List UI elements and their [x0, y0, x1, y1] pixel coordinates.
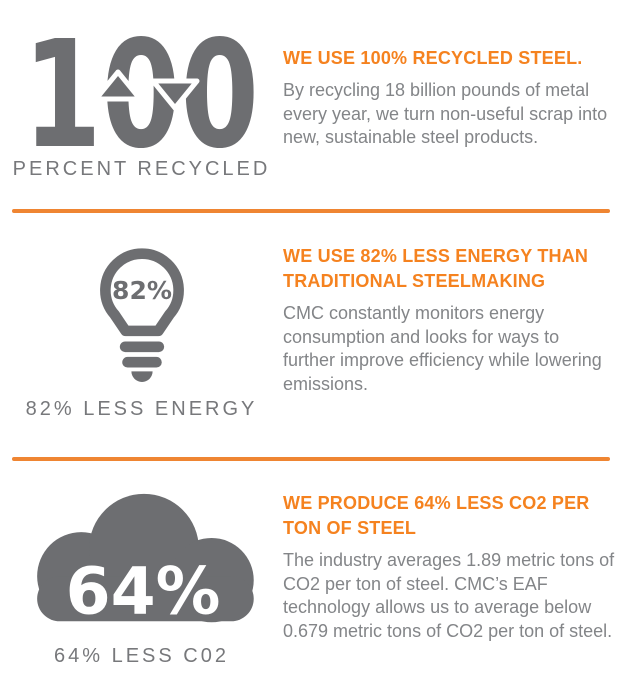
lightbulb-icon: 82% — [99, 248, 184, 382]
energy-stat-block: 82% 82% LESS ENERGY — [0, 213, 283, 457]
cloud-icon: 64% — [36, 493, 254, 629]
section-co2: 64% 64% LESS C02 WE PRODUCE 64% LESS CO2… — [0, 461, 622, 700]
energy-text-block: WE USE 82% LESS ENERGY THAN TRADITIONAL … — [283, 213, 622, 457]
section-body-recycled: By recycling 18 billion pounds of metal … — [283, 80, 608, 147]
recycled-text-block: WE USE 100% RECYCLED STEEL. By recycling… — [283, 0, 622, 209]
section-body-co2: The industry averages 1.89 metric tons o… — [283, 550, 615, 641]
stat-caption-energy: 82% LESS ENERGY — [25, 398, 258, 420]
section-body-energy: CMC constantly monitors energy consumpti… — [283, 303, 602, 394]
section-divider — [12, 457, 610, 461]
co2-text-block: WE PRODUCE 64% LESS CO2 PER TON OF STEEL… — [283, 461, 622, 700]
stat-100-graphic: 100 — [23, 36, 259, 148]
stat-64-number: 64% — [65, 554, 220, 629]
co2-stat-block: 64% 64% LESS C02 — [0, 461, 283, 700]
section-divider — [12, 209, 610, 213]
section-heading-recycled: WE USE 100% RECYCLED STEEL. — [283, 48, 583, 68]
section-heading-co2: WE PRODUCE 64% LESS CO2 PER TON OF STEEL — [283, 493, 590, 538]
stat-82-number: 82% — [112, 276, 172, 305]
stat-caption-recycled: PERCENT RECYCLED — [12, 158, 271, 180]
recycle-arrows-icon — [93, 69, 199, 111]
section-heading-energy: WE USE 82% LESS ENERGY THAN TRADITIONAL … — [283, 246, 589, 291]
stat-caption-co2: 64% LESS C02 — [54, 645, 229, 667]
section-energy: 82% 82% LESS ENERGY WE USE 82% LESS ENER… — [0, 213, 622, 457]
recycled-stat-block: 100 PERCENT RECYCLED — [0, 0, 283, 209]
section-recycled: 100 PERCENT RECYCLED WE USE 100% RECYCLE… — [0, 0, 622, 209]
stat-100-number: 100 — [23, 36, 259, 148]
